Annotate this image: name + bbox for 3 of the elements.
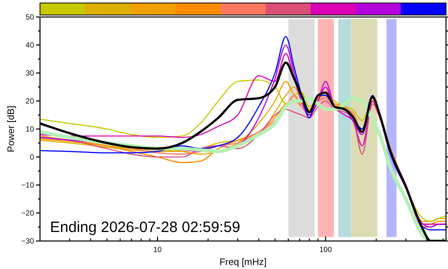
x-axis-title: Freq [mHz] bbox=[220, 257, 266, 268]
annotation: Ending 2026-07-28 02:59:59 bbox=[50, 219, 240, 236]
y-axis-title: Power [dB] bbox=[6, 106, 17, 152]
